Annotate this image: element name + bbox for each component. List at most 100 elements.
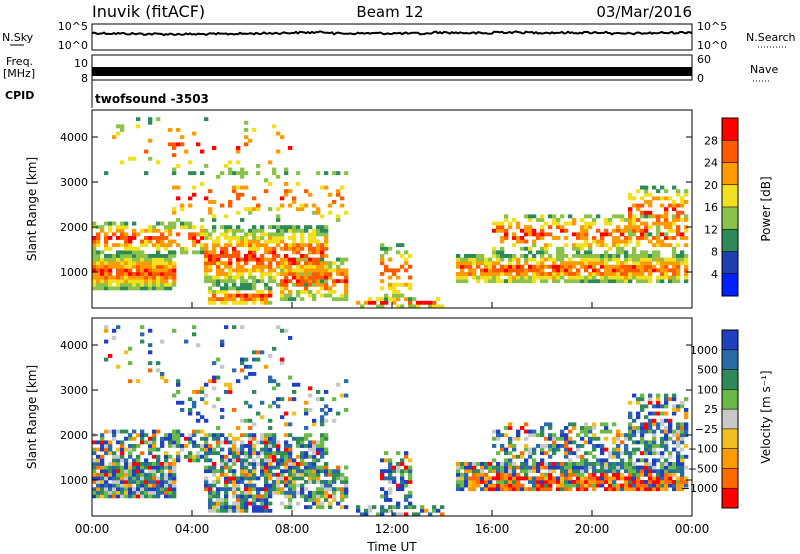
heatmap-cell (588, 261, 593, 266)
heatmap-cell (236, 210, 241, 215)
heatmap-cell (592, 433, 597, 438)
heatmap-cell (172, 261, 177, 266)
heatmap-cell (172, 433, 177, 438)
heatmap-cell (344, 293, 349, 298)
heatmap-cell (560, 268, 565, 273)
heatmap-cell (548, 243, 553, 248)
heatmap-cell (588, 483, 593, 488)
heatmap-cell (300, 207, 305, 212)
heatmap-cell (564, 483, 569, 488)
heatmap-cell (388, 465, 393, 470)
heatmap-cell (148, 476, 153, 481)
heatmap-cell (260, 290, 265, 294)
heatmap-cell (248, 282, 253, 287)
heatmap-cell (328, 480, 333, 484)
heatmap-cell (212, 379, 217, 384)
heatmap-cell (300, 454, 305, 459)
heatmap-cell (224, 480, 229, 484)
heatmap-cell (312, 422, 317, 427)
heatmap-cell (152, 261, 157, 266)
heatmap-cell (208, 490, 213, 495)
heatmap-cell (548, 433, 553, 438)
heatmap-cell (616, 444, 621, 448)
heatmap-cell (240, 440, 245, 445)
heatmap-cell (252, 472, 257, 477)
heatmap-cell (248, 447, 253, 452)
heatmap-cell (388, 462, 393, 466)
heatmap-cell (268, 404, 273, 409)
heatmap-cell (580, 225, 585, 230)
heatmap-cell (476, 483, 481, 488)
heatmap-cell (304, 480, 309, 484)
heatmap-cell (472, 257, 477, 262)
heatmap-cell (484, 462, 489, 466)
heatmap-cell (276, 272, 281, 276)
heatmap-cell (684, 415, 689, 420)
heatmap-cell (276, 325, 281, 330)
heatmap-cell (112, 433, 117, 438)
heatmap-cell (244, 236, 249, 240)
heatmap-cell (104, 440, 109, 445)
heatmap-cell (96, 232, 101, 237)
heatmap-cell (216, 501, 221, 506)
heatmap-cell (172, 272, 177, 276)
heatmap-cell (656, 458, 661, 463)
heatmap-cell (476, 264, 481, 269)
heatmap-cell (404, 483, 409, 488)
heatmap-cell (672, 272, 677, 276)
heatmap-cell (248, 372, 253, 376)
velocity-colorbar-swatch (722, 389, 738, 410)
heatmap-cell (632, 418, 637, 423)
heatmap-cell (100, 228, 105, 233)
heatmap-cell (264, 472, 269, 477)
heatmap-cell (464, 275, 469, 280)
heatmap-cell (504, 433, 509, 438)
heatmap-cell (612, 264, 617, 269)
heatmap-cell (492, 487, 497, 492)
heatmap-cell (592, 279, 597, 284)
heatmap-cell (644, 250, 649, 255)
heatmap-cell (276, 458, 281, 463)
heatmap-cell (168, 454, 173, 459)
heatmap-cell (624, 218, 629, 222)
heatmap-cell (288, 487, 293, 492)
heatmap-cell (636, 239, 641, 244)
heatmap-cell (128, 261, 133, 266)
heatmap-cell (188, 225, 193, 230)
heatmap-cell (268, 239, 273, 244)
heatmap-cell (584, 433, 589, 438)
heatmap-cell (580, 275, 585, 280)
heatmap-cell (128, 282, 133, 287)
heatmap-cell (636, 272, 641, 276)
heatmap-cell (316, 239, 321, 244)
heatmap-cell (652, 411, 657, 416)
heatmap-cell (212, 293, 217, 298)
heatmap-cell (108, 261, 113, 266)
heatmap-cell (128, 254, 133, 258)
heatmap-cell (200, 447, 205, 452)
heatmap-cell (528, 275, 533, 280)
heatmap-cell (572, 422, 577, 427)
heatmap-cell (272, 236, 277, 240)
heatmap-cell (168, 272, 173, 276)
heatmap-cell (396, 462, 401, 466)
heatmap-cell (624, 279, 629, 284)
heatmap-cell (300, 451, 305, 456)
heatmap-cell (208, 498, 213, 502)
heatmap-cell (212, 250, 217, 255)
heatmap-cell (176, 218, 181, 222)
heatmap-cell (164, 494, 169, 499)
heatmap-cell (232, 293, 237, 298)
heatmap-cell (104, 483, 109, 488)
heatmap-cell (340, 203, 345, 208)
heatmap-cell (108, 465, 113, 470)
heatmap-cell (148, 264, 153, 269)
heatmap-cell (544, 279, 549, 284)
heatmap-cell (192, 325, 197, 330)
heatmap-cell (188, 458, 193, 463)
heatmap-cell (252, 286, 257, 291)
heatmap-cell (312, 264, 317, 269)
heatmap-cell (236, 196, 241, 201)
heatmap-cell (316, 487, 321, 492)
